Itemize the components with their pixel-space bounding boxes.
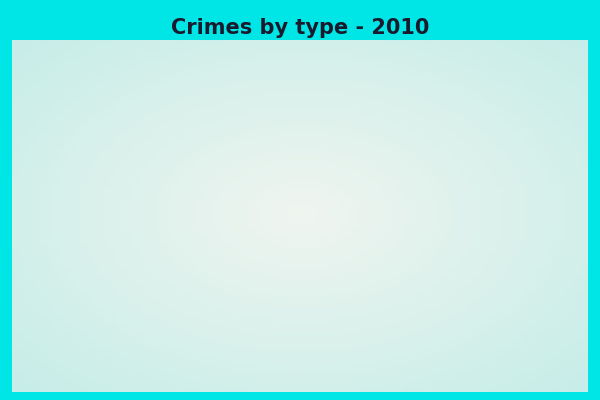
Text: Crimes by type - 2010: Crimes by type - 2010 — [171, 18, 429, 38]
Wedge shape — [300, 126, 377, 222]
Text: Auto thefts (2.3%): Auto thefts (2.3%) — [228, 69, 335, 106]
Wedge shape — [300, 133, 418, 232]
Text: Assaults (3.8%): Assaults (3.8%) — [292, 62, 379, 100]
Wedge shape — [300, 113, 368, 222]
Text: Arson (1.5%): Arson (1.5%) — [116, 92, 372, 127]
Wedge shape — [300, 104, 328, 222]
Text: Rapes (3.8%): Rapes (3.8%) — [192, 77, 356, 115]
Text: Thefts (72.9%): Thefts (72.9%) — [211, 302, 467, 355]
Text: Burglaries (15.0%): Burglaries (15.0%) — [58, 177, 409, 206]
Text: Robberies (0.8%): Robberies (0.8%) — [65, 236, 418, 260]
Wedge shape — [300, 222, 417, 238]
Text: City-Data.com: City-Data.com — [383, 54, 475, 67]
Wedge shape — [182, 104, 416, 339]
Wedge shape — [300, 108, 344, 222]
